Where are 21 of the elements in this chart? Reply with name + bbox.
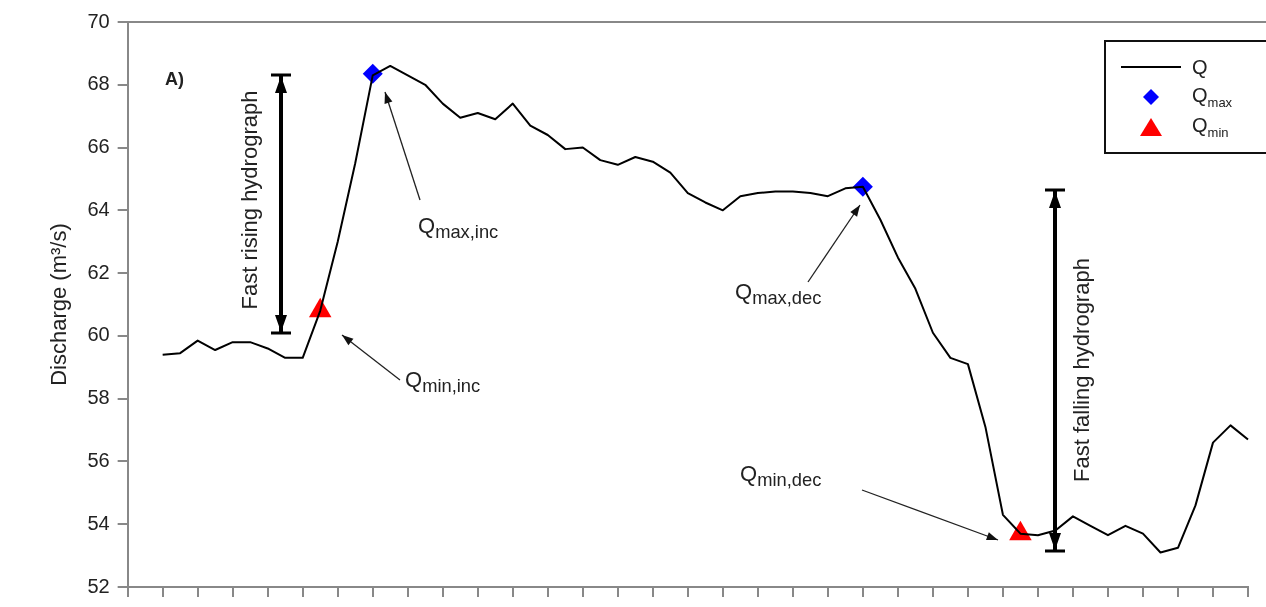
legend-label: Q$_{max}$ xyxy=(1192,84,1233,110)
annotation: Q$_{min,inc}$ xyxy=(405,367,481,397)
y-tick-label: 56 xyxy=(87,448,110,471)
annotation: Q$_{min,dec}$ xyxy=(740,461,822,491)
y-tick-label: 66 xyxy=(87,135,110,158)
y-tick-label: 70 xyxy=(87,9,110,32)
y-tick-label: 62 xyxy=(87,260,110,283)
y-tick-label: 60 xyxy=(87,323,110,346)
y-axis-title: Discharge (m³/s) xyxy=(46,223,72,386)
annotation: Q$_{max,dec}$ xyxy=(735,279,822,309)
y-tick-label: 52 xyxy=(87,574,110,597)
annotation: A) xyxy=(165,69,184,90)
legend-label: Q$_{min}$ xyxy=(1192,114,1229,140)
y-tick-label: 54 xyxy=(87,511,110,534)
y-tick-label: 64 xyxy=(87,197,110,220)
legend-label: Q xyxy=(1192,55,1208,79)
annotation: Q$_{max,inc}$ xyxy=(418,213,499,243)
annotation: Fast rising hydrograph xyxy=(236,90,263,310)
y-tick-label: 58 xyxy=(87,386,110,409)
annotation: Fast falling hydrograph xyxy=(1068,258,1095,482)
y-tick-label: 68 xyxy=(87,72,110,95)
